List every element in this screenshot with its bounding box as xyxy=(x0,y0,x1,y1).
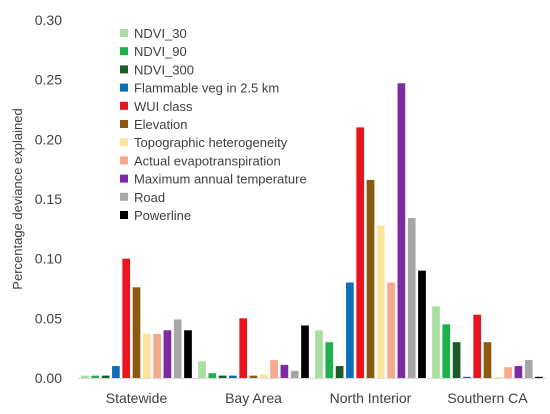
bar xyxy=(112,366,120,378)
bar xyxy=(122,258,131,378)
legend-label: Maximum annual temperature xyxy=(134,172,307,187)
bar xyxy=(173,319,182,378)
y-tick-label: 0.30 xyxy=(35,12,62,28)
legend-label: Road xyxy=(134,190,165,205)
bar xyxy=(463,376,471,378)
bar xyxy=(504,367,512,378)
bar xyxy=(91,375,100,378)
legend-label: Powerline xyxy=(134,208,191,223)
y-tick-label: 0.00 xyxy=(35,370,62,386)
bar xyxy=(524,360,533,378)
bar xyxy=(184,330,192,378)
bar xyxy=(387,282,395,378)
bar xyxy=(315,330,323,378)
bar xyxy=(356,127,365,379)
bar xyxy=(483,342,492,378)
legend-swatch xyxy=(120,29,128,37)
x-tick-label: Southern CA xyxy=(447,390,528,406)
bar xyxy=(270,360,278,378)
legend-swatch xyxy=(120,211,128,219)
y-tick-label: 0.10 xyxy=(35,251,62,267)
bar xyxy=(153,333,161,378)
legend-swatch xyxy=(120,192,128,201)
legend-label: NDVI_90 xyxy=(134,44,187,59)
bar xyxy=(432,306,440,378)
bar xyxy=(473,314,482,378)
bar xyxy=(535,376,543,378)
bar xyxy=(407,218,416,378)
bar xyxy=(335,366,344,378)
bar xyxy=(142,333,151,378)
bar xyxy=(397,83,406,378)
bar xyxy=(239,318,248,378)
bar xyxy=(259,374,268,378)
x-tick-label: North Interior xyxy=(330,390,412,406)
bar xyxy=(514,366,523,378)
legend-label: NDVI_30 xyxy=(134,26,187,41)
y-tick-label: 0.15 xyxy=(35,191,62,207)
bar xyxy=(229,375,237,378)
y-tick-label: 0.05 xyxy=(35,310,62,326)
bar xyxy=(218,375,227,378)
legend-swatch xyxy=(120,47,128,56)
legend-swatch xyxy=(120,174,128,183)
y-tick-label: 0.25 xyxy=(35,72,62,88)
bar xyxy=(452,342,461,378)
bar xyxy=(366,179,375,378)
y-axis: 0.00 0.05 0.10 0.15 0.20 0.25 0.30 xyxy=(35,12,62,386)
bar xyxy=(325,342,334,378)
legend-label: Flammable veg in 2.5 km xyxy=(134,81,279,96)
legend-label: Elevation xyxy=(134,117,187,132)
bar xyxy=(280,364,289,378)
bar xyxy=(493,376,502,378)
bar xyxy=(301,325,309,378)
legend-label: Topographic heterogeneity xyxy=(134,135,288,150)
x-tick-label: Bay Area xyxy=(225,390,282,406)
bar xyxy=(101,375,110,378)
x-axis: Statewide Bay Area North Interior Southern … xyxy=(106,390,528,406)
bar xyxy=(376,225,385,378)
y-axis-label: Percentage deviance explained xyxy=(10,108,25,289)
bar xyxy=(81,375,89,378)
bar xyxy=(249,375,258,378)
legend-label: NDVI_300 xyxy=(134,62,194,77)
legend-label: WUI class xyxy=(134,99,193,114)
bar xyxy=(442,324,451,378)
legend: NDVI_30 NDVI_90 NDVI_300 Flammable veg in 2… xyxy=(120,26,307,223)
bar xyxy=(163,330,172,378)
legend-swatch xyxy=(120,65,128,74)
bar xyxy=(290,370,299,378)
bar xyxy=(198,361,206,378)
legend-swatch xyxy=(120,138,128,147)
legend-swatch xyxy=(120,101,128,110)
legend-swatch xyxy=(120,120,128,128)
legend-label: Actual evapotranspiration xyxy=(134,153,281,168)
bar xyxy=(208,373,217,378)
x-tick-label: Statewide xyxy=(106,390,168,406)
bar xyxy=(418,270,426,378)
legend-swatch xyxy=(120,83,128,92)
bar xyxy=(346,282,354,378)
legend-swatch xyxy=(120,156,128,165)
bars xyxy=(81,83,543,379)
bar xyxy=(132,287,141,378)
y-tick-label: 0.20 xyxy=(35,131,62,147)
